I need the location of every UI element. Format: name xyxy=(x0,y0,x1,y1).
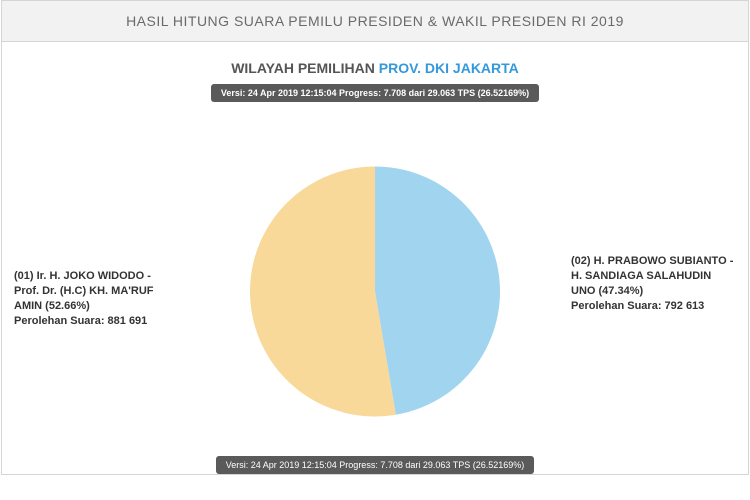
annotation-line: (02) H. PRABOWO SUBIANTO - xyxy=(571,255,733,267)
annotation-candidate-02: (02) H. PRABOWO SUBIANTO - H. SANDIAGA S… xyxy=(571,254,736,313)
annotation-line: H. SANDIAGA SALAHUDIN xyxy=(571,270,711,282)
annotation-line: (01) Ir. H. JOKO WIDODO - xyxy=(14,270,151,282)
version-badge-bottom: Versi: 24 Apr 2019 12:15:04 Progress: 7.… xyxy=(216,456,535,474)
pie-chart xyxy=(245,162,505,427)
annotation-line: Prof. Dr. (H.C) KH. MA'RUF xyxy=(14,285,154,297)
page-title: HASIL HITUNG SUARA PEMILU PRESIDEN & WAK… xyxy=(126,13,624,29)
region-name: PROV. DKI JAKARTA xyxy=(379,60,519,76)
annotation-line: UNO (47.34%) xyxy=(571,285,643,297)
version-badge-bottom-wrap: Versi: 24 Apr 2019 12:15:04 Progress: 7.… xyxy=(2,448,748,474)
page-title-bar: HASIL HITUNG SUARA PEMILU PRESIDEN & WAK… xyxy=(2,1,748,42)
annotation-candidate-01: (01) Ir. H. JOKO WIDODO - Prof. Dr. (H.C… xyxy=(14,269,179,328)
region-subheader: WILAYAH PEMILIHAN PROV. DKI JAKARTA Vers… xyxy=(2,60,748,102)
annotation-line: AMIN (52.66%) xyxy=(14,300,90,312)
main-container: HASIL HITUNG SUARA PEMILU PRESIDEN & WAK… xyxy=(1,0,749,475)
region-label: WILAYAH PEMILIHAN xyxy=(231,60,379,76)
pie-svg xyxy=(245,162,505,422)
pie-chart-area: (01) Ir. H. JOKO WIDODO - Prof. Dr. (H.C… xyxy=(2,114,748,474)
annotation-line: Perolehan Suara: 881 691 xyxy=(14,315,147,327)
version-badge-top: Versi: 24 Apr 2019 12:15:04 Progress: 7.… xyxy=(211,84,539,102)
annotation-line: Perolehan Suara: 792 613 xyxy=(571,300,704,312)
